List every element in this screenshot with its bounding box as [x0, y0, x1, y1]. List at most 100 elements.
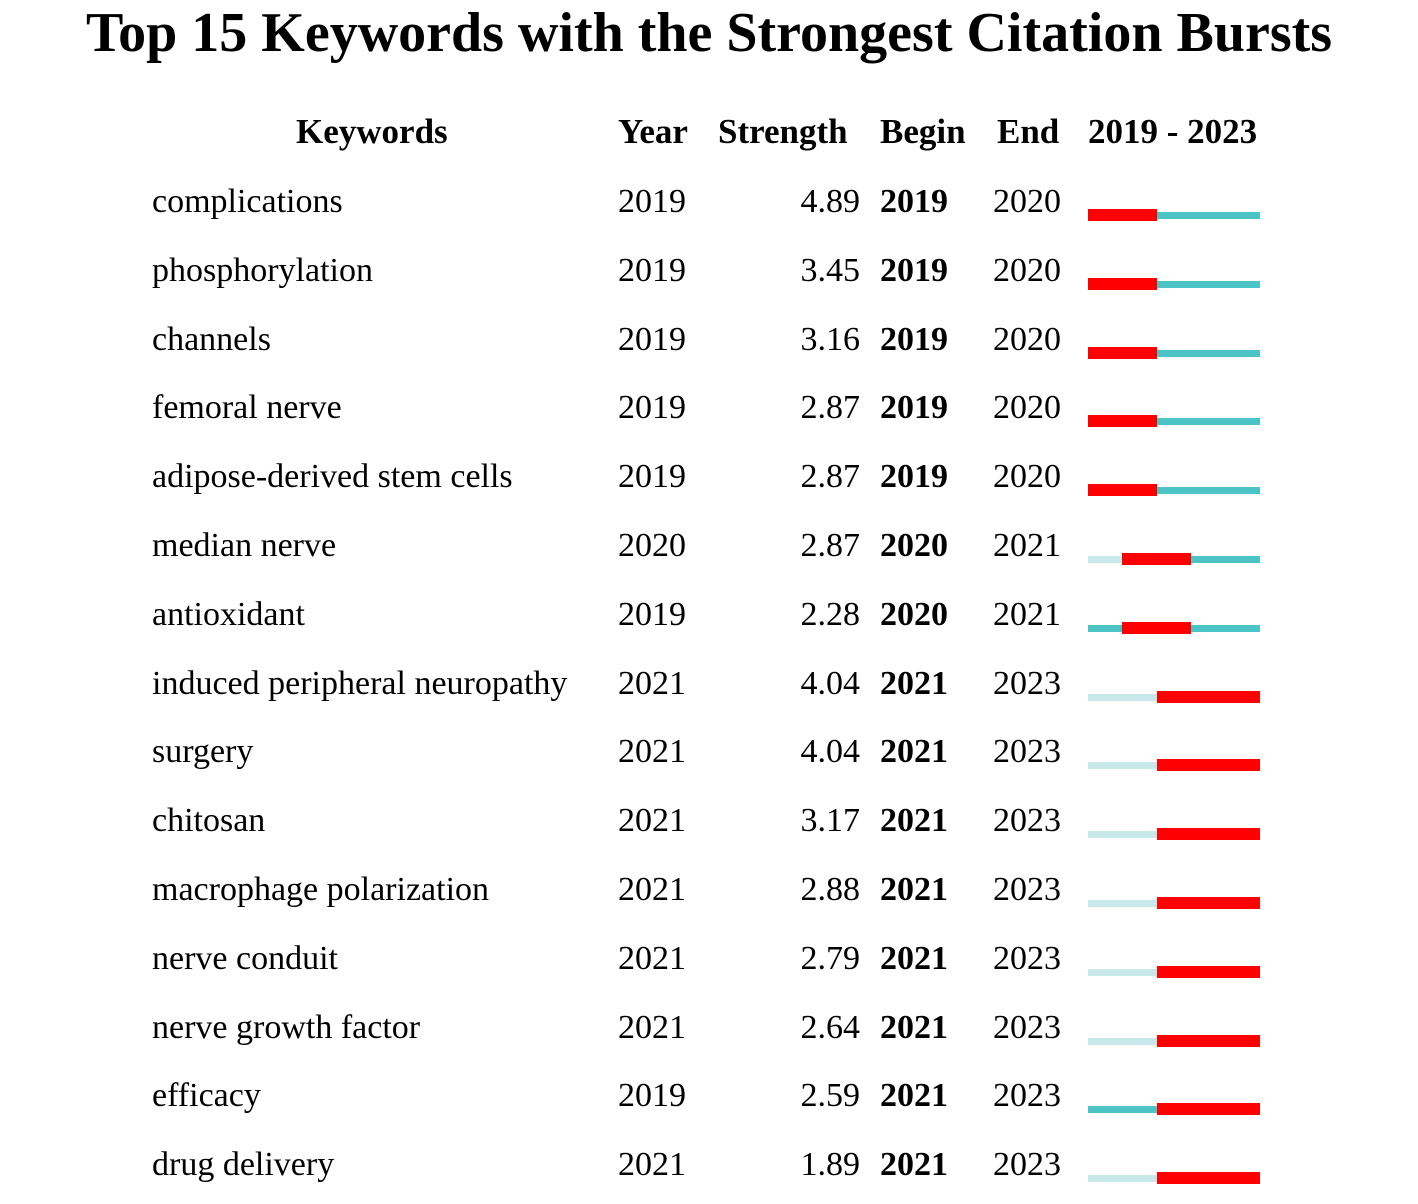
burst-timeline [1088, 1066, 1260, 1135]
strength-cell: 1.89 [800, 1146, 861, 1184]
keyword-cell: femoral nerve [152, 389, 342, 427]
end-cell: 2023 [993, 1008, 1061, 1046]
burst-segment [1225, 1103, 1260, 1116]
burst-timeline [1088, 860, 1260, 929]
active-segment [1191, 212, 1226, 219]
active-segment [1225, 624, 1260, 632]
active-segment [1156, 212, 1192, 219]
burst-segment [1122, 484, 1157, 497]
burst-segment [1088, 346, 1123, 359]
inactive-segment [1088, 1175, 1123, 1183]
table-row: phosphorylation 2019 3.45 2019 2020 [0, 241, 1418, 310]
strength-cell: 4.89 [800, 183, 861, 220]
end-cell: 2020 [993, 389, 1061, 427]
burst-segment [1088, 209, 1123, 221]
inactive-segment [1088, 831, 1123, 839]
active-segment [1191, 487, 1226, 495]
strength-cell: 3.45 [800, 251, 861, 289]
burst-segment [1191, 759, 1226, 772]
keyword-cell: chitosan [152, 802, 266, 840]
burst-segment [1156, 1034, 1192, 1047]
active-segment [1225, 349, 1260, 357]
inactive-segment [1122, 1037, 1157, 1045]
burst-timeline [1088, 1135, 1260, 1204]
burst-segment [1156, 828, 1192, 841]
active-segment [1191, 556, 1226, 563]
inactive-segment [1088, 556, 1123, 563]
active-segment [1225, 280, 1260, 288]
inactive-segment [1088, 968, 1123, 976]
burst-segment [1191, 690, 1226, 703]
burst-timeline [1088, 241, 1260, 310]
active-segment [1156, 280, 1192, 288]
table-row: channels 2019 3.16 2019 2020 [0, 310, 1418, 379]
burst-segment [1225, 897, 1260, 909]
end-cell: 2020 [993, 251, 1061, 289]
year-cell: 2020 [618, 527, 686, 564]
active-segment [1156, 487, 1192, 495]
keyword-cell: surgery [152, 733, 254, 771]
begin-cell: 2020 [880, 595, 948, 633]
inactive-segment [1122, 762, 1157, 770]
begin-cell: 2019 [880, 458, 948, 496]
strength-cell: 3.16 [800, 320, 861, 358]
strength-cell: 2.87 [800, 458, 861, 496]
burst-segment [1225, 965, 1260, 978]
active-segment [1225, 212, 1260, 219]
keyword-cell: induced peripheral neuropathy [152, 664, 568, 702]
strength-cell: 2.64 [800, 1008, 861, 1046]
year-cell: 2021 [618, 871, 686, 908]
table-row: complications 2019 4.89 2019 2020 [0, 172, 1418, 241]
strength-cell: 2.88 [800, 871, 861, 908]
active-segment [1088, 624, 1123, 632]
end-cell: 2023 [993, 871, 1061, 908]
burst-segment [1191, 1103, 1226, 1116]
burst-timeline [1088, 378, 1260, 447]
end-cell: 2023 [993, 802, 1061, 840]
table-row: median nerve 2020 2.87 2020 2021 [0, 516, 1418, 585]
year-cell: 2019 [618, 183, 686, 220]
strength-cell: 4.04 [800, 664, 861, 702]
burst-segment [1225, 828, 1260, 841]
table-row: nerve conduit 2021 2.79 2021 2023 [0, 929, 1418, 998]
active-segment [1225, 418, 1260, 426]
begin-cell: 2021 [880, 1146, 948, 1184]
begin-cell: 2021 [880, 871, 948, 908]
begin-cell: 2019 [880, 320, 948, 358]
burst-segment [1122, 346, 1157, 359]
burst-segment [1156, 759, 1192, 772]
year-cell: 2021 [618, 733, 686, 771]
active-segment [1122, 1106, 1157, 1114]
burst-timeline [1088, 722, 1260, 791]
table-row: chitosan 2021 3.17 2021 2023 [0, 791, 1418, 860]
active-segment [1191, 280, 1226, 288]
year-cell: 2021 [618, 1146, 686, 1184]
end-cell: 2020 [993, 320, 1061, 358]
burst-segment [1156, 1172, 1192, 1185]
year-cell: 2019 [618, 458, 686, 496]
table-row: femoral nerve 2019 2.87 2019 2020 [0, 378, 1418, 447]
inactive-segment [1122, 900, 1157, 907]
burst-segment [1122, 277, 1157, 290]
year-cell: 2019 [618, 320, 686, 358]
keyword-cell: adipose-derived stem cells [152, 458, 513, 496]
active-segment [1156, 418, 1192, 426]
keyword-cell: complications [152, 183, 343, 220]
header-range: 2019 - 2023 [1088, 112, 1258, 151]
end-cell: 2023 [993, 733, 1061, 771]
burst-segment [1156, 897, 1192, 909]
active-segment [1088, 1106, 1123, 1114]
begin-cell: 2021 [880, 664, 948, 702]
keyword-cell: macrophage polarization [152, 871, 490, 908]
burst-segment [1156, 690, 1192, 703]
keyword-cell: antioxidant [152, 595, 305, 633]
burst-segment [1088, 484, 1123, 497]
end-cell: 2021 [993, 595, 1061, 633]
burst-segment [1122, 415, 1157, 428]
burst-segment [1225, 1172, 1260, 1185]
burst-segment [1122, 209, 1157, 221]
year-cell: 2021 [618, 1008, 686, 1046]
active-segment [1225, 487, 1260, 495]
header-year: Year [618, 112, 688, 151]
begin-cell: 2021 [880, 802, 948, 840]
